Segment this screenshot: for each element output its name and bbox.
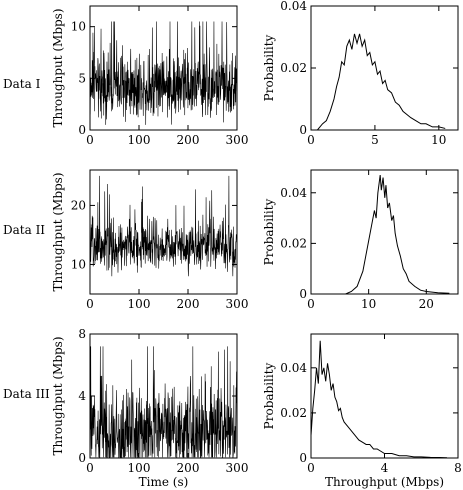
chart-pdf1: 0 5 10 0 0.02 0.04 Probability <box>262 0 459 147</box>
y-tick-label: 0 <box>299 287 307 301</box>
y-tick-label: 0 <box>299 123 307 137</box>
y-tick-label: 10 <box>71 257 86 271</box>
y-tick-label: 0.02 <box>280 61 307 75</box>
y-tick-label: 10 <box>71 20 86 34</box>
series-line-pdf3 <box>311 340 447 458</box>
x-tick-label: 200 <box>177 133 200 147</box>
chart-pdf2: 0 10 20 0 0.02 0.04 Probability <box>262 169 459 311</box>
y-tick-label: 0.04 <box>280 361 307 375</box>
plot-frame <box>310 333 459 459</box>
series-line-ts2 <box>90 175 237 277</box>
chart-ts1: 0 100 200 300 0 5 10 Throughput (Mbps) <box>51 5 249 147</box>
y-tick-label: 0.04 <box>280 186 307 200</box>
y-tick-label: 0 <box>78 451 86 465</box>
y-tick-label: 5 <box>78 71 86 85</box>
y-tick-label: 20 <box>71 198 86 212</box>
series-line-ts1 <box>90 21 237 125</box>
x-tick-label: 100 <box>128 133 151 147</box>
x-tick-label: 0 <box>86 297 94 311</box>
x-tick-label: 0 <box>86 461 94 475</box>
x-tick-label: 5 <box>371 133 379 147</box>
x-tick-label: 100 <box>128 461 151 475</box>
y-axis-label: Probability <box>262 198 276 265</box>
y-tick-label: 0 <box>299 451 307 465</box>
y-tick-label: 0.02 <box>280 406 307 420</box>
plot-frame <box>89 5 238 131</box>
x-axis-label: Time (s) <box>139 475 189 489</box>
x-tick-label: 20 <box>419 297 434 311</box>
x-tick-label: 0 <box>307 461 315 475</box>
row-label-data-ii: Data II <box>3 223 45 237</box>
x-tick-label: 8 <box>454 461 462 475</box>
y-tick-label: 0.04 <box>280 0 307 13</box>
plot-frame <box>310 5 459 131</box>
x-tick-label: 100 <box>128 297 151 311</box>
chart-ts2: 0 100 200 300 10 20 Throughput (Mbps) <box>51 169 249 311</box>
plot-frame <box>310 169 459 295</box>
plot-frame <box>89 169 238 295</box>
x-tick-label: 300 <box>226 461 249 475</box>
series-line-ts3 <box>90 346 237 458</box>
x-tick-label: 300 <box>226 133 249 147</box>
y-tick-label: 4 <box>78 389 86 403</box>
row-label-data-i: Data I <box>3 77 41 91</box>
chart-pdf3: 0 4 8 0 0.02 0.04 Probability Throughput (Mbps) <box>262 333 462 489</box>
y-axis-label: Probability <box>262 362 276 429</box>
x-tick-label: 4 <box>381 461 389 475</box>
row-label-data-iii: Data III <box>3 387 50 401</box>
chart-ts3: 0 100 200 300 0 4 8 Throughput (Mbps) Time (s) <box>51 327 248 489</box>
x-tick-label: 10 <box>431 133 446 147</box>
x-axis-label: Throughput (Mbps) <box>325 475 444 489</box>
x-tick-label: 0 <box>307 133 315 147</box>
y-axis-label: Throughput (Mbps) <box>51 336 65 455</box>
x-tick-label: 0 <box>307 297 315 311</box>
y-tick-label: 0.02 <box>280 236 307 250</box>
x-tick-label: 0 <box>86 133 94 147</box>
x-tick-label: 300 <box>226 297 249 311</box>
y-axis-label: Throughput (Mbps) <box>51 8 65 127</box>
series-line-pdf2 <box>345 174 450 294</box>
x-tick-label: 10 <box>361 297 376 311</box>
series-line-pdf1 <box>317 33 446 130</box>
x-tick-label: 200 <box>177 297 200 311</box>
y-tick-label: 8 <box>78 327 86 341</box>
y-tick-label: 0 <box>78 123 86 137</box>
y-axis-label: Probability <box>262 34 276 101</box>
x-tick-label: 200 <box>177 461 200 475</box>
y-axis-label: Throughput (Mbps) <box>51 172 65 291</box>
